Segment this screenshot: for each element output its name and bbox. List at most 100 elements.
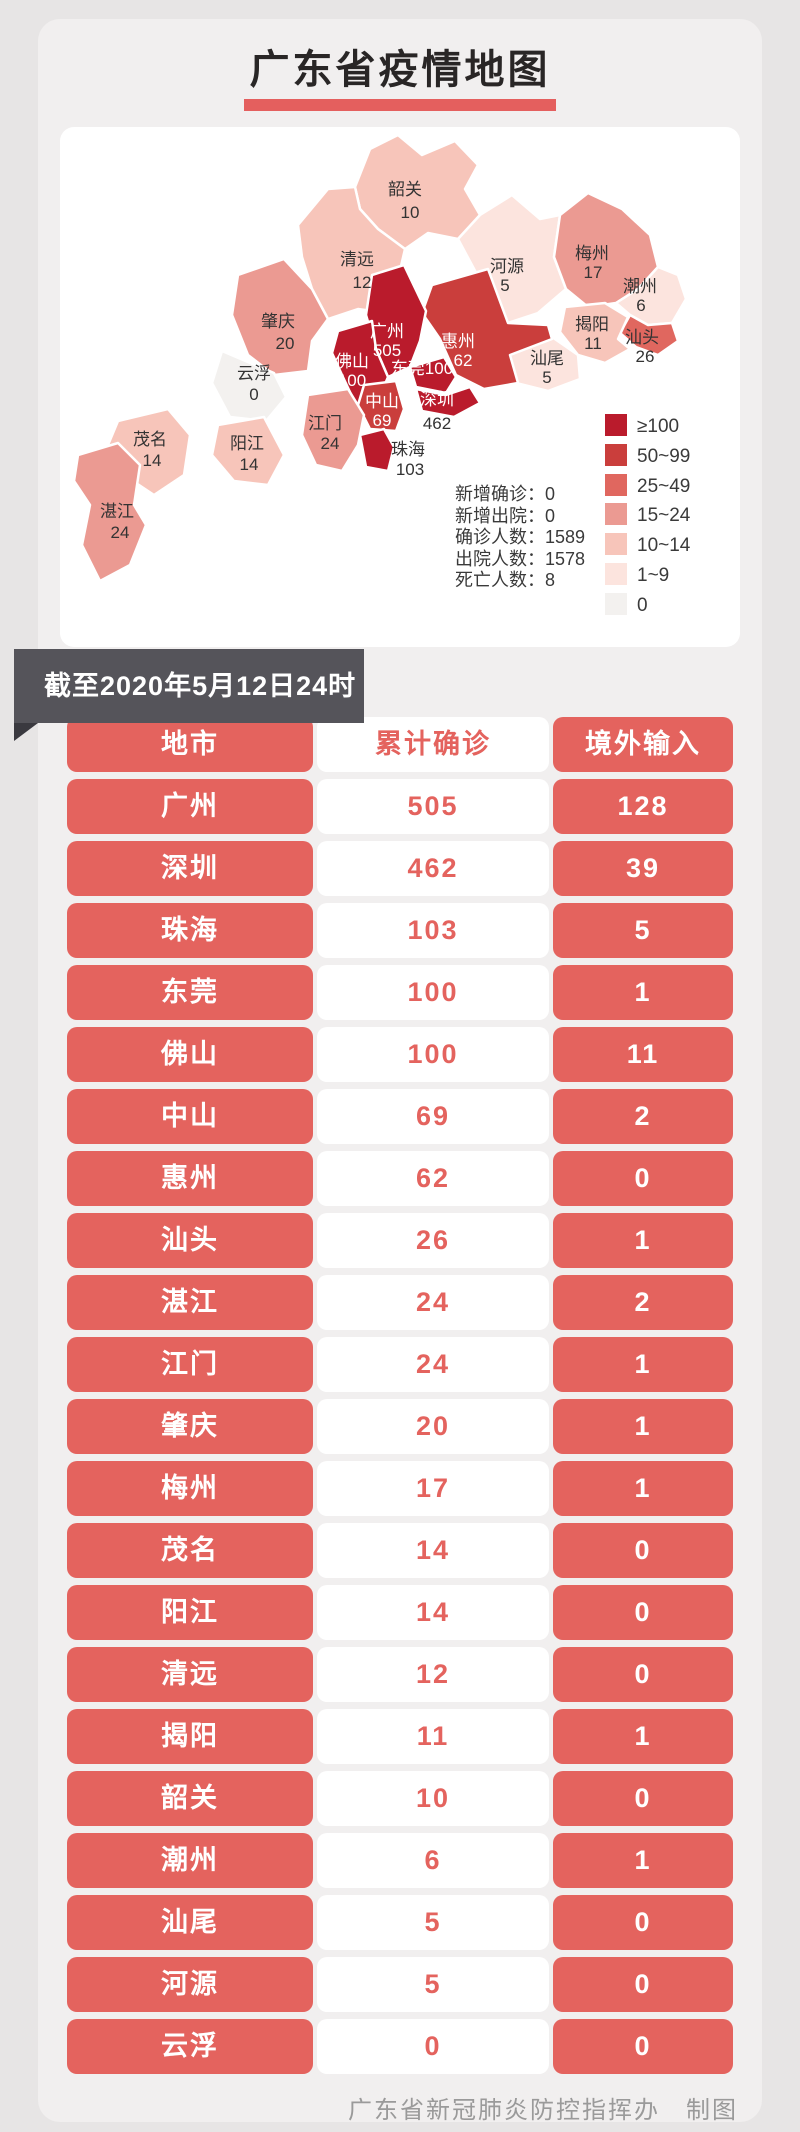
stat-line-0: 新增确诊：0 <box>455 484 555 504</box>
table-cell: 佛山 <box>67 1027 313 1082</box>
legend-label-b15: 15~24 <box>637 505 691 526</box>
table-cell: 100 <box>317 1027 549 1082</box>
table-cell: 11 <box>553 1027 733 1082</box>
table-cell: 广州 <box>67 779 313 834</box>
table-cell: 10 <box>317 1771 549 1826</box>
map-value-zhanjiang: 24 <box>111 523 130 542</box>
map-label-yangjiang: 阳江 <box>230 434 264 453</box>
table-row: 江门 24 1 <box>67 1337 733 1392</box>
table-cell: 1 <box>553 965 733 1020</box>
table-cell: 惠州 <box>67 1151 313 1206</box>
table-row: 汕尾 5 0 <box>67 1895 733 1950</box>
table-cell: 云浮 <box>67 2019 313 2074</box>
table-cell: 中山 <box>67 1089 313 1144</box>
legend-swatch-b25 <box>605 474 627 496</box>
table-cell: 潮州 <box>67 1833 313 1888</box>
table-cell: 14 <box>317 1523 549 1578</box>
map-value-chaozhou: 6 <box>636 296 645 315</box>
table-cell: 0 <box>553 1895 733 1950</box>
table-cell: 5 <box>553 903 733 958</box>
legend-swatch-b15 <box>605 503 627 525</box>
city-table: 地市 累计确诊 境外输入 广州 505 128 深圳 462 39 珠海 103 5 东莞 100 1 佛山 1… <box>67 717 733 2074</box>
table-row: 中山 69 2 <box>67 1089 733 1144</box>
table-cell: 1 <box>553 1833 733 1888</box>
table-row: 广州 505 128 <box>67 779 733 834</box>
map-label-dongguan: 东莞100 <box>391 359 453 378</box>
table-cell: 11 <box>317 1709 549 1764</box>
table-cell: 24 <box>317 1337 549 1392</box>
ribbon-tail <box>14 723 38 741</box>
title-underline-bar <box>244 99 556 111</box>
table-cell: 韶关 <box>67 1771 313 1826</box>
table-cell: 0 <box>317 2019 549 2074</box>
table-row: 阳江 14 0 <box>67 1585 733 1640</box>
table-cell: 26 <box>317 1213 549 1268</box>
stat-line-4: 死亡人数：8 <box>455 570 555 590</box>
map-labels: 韶关10清远12河源5梅州17潮州6汕头26揭阳11汕尾5惠州62广州505东莞… <box>100 180 659 542</box>
table-cell: 505 <box>317 779 549 834</box>
table-row: 汕头 26 1 <box>67 1213 733 1268</box>
map-label-heyuan: 河源 <box>490 257 524 276</box>
table-cell: 阳江 <box>67 1585 313 1640</box>
table-cell: 62 <box>317 1151 549 1206</box>
map-value-guangzhou: 505 <box>373 341 401 360</box>
footer-credit: 广东省新冠肺炎防控指挥办 制图 <box>348 2097 738 2124</box>
map-region-huizhou <box>420 267 554 391</box>
map-label-zhongshan: 中山 <box>365 392 399 411</box>
table-cell: 汕尾 <box>67 1895 313 1950</box>
map-value-zhaoqing: 20 <box>276 334 295 353</box>
page-title: 广东省疫情地图 <box>249 48 551 92</box>
map-region-jiangmen <box>300 387 366 473</box>
map-value-huizhou: 62 <box>454 351 473 370</box>
map-label-jiangmen: 江门 <box>308 414 342 433</box>
table-cell: 0 <box>553 1523 733 1578</box>
map-region-jieyang <box>558 301 632 365</box>
map-legend: ≥100 50~99 25~49 15~24 10~14 1~9 0 <box>605 414 691 616</box>
stat-line-1: 新增出院：0 <box>455 506 555 526</box>
map-regions <box>72 133 688 583</box>
map-value-yunfu: 0 <box>249 385 258 404</box>
map-value-yangjiang: 14 <box>240 455 259 474</box>
map-label-guangzhou: 广州 <box>370 322 404 341</box>
table-cell: 14 <box>317 1585 549 1640</box>
legend-swatch-b100 <box>605 414 627 436</box>
table-cell: 462 <box>317 841 549 896</box>
legend-label-b0: 0 <box>637 595 648 616</box>
table-cell: 128 <box>553 779 733 834</box>
map-value-qingyuan: 12 <box>353 273 372 292</box>
table-row: 惠州 62 0 <box>67 1151 733 1206</box>
map-region-shantou <box>618 313 680 357</box>
map-value-shantou: 26 <box>636 347 655 366</box>
table-cell: 69 <box>317 1089 549 1144</box>
table-header-cell: 累计确诊 <box>317 717 549 772</box>
map-value-jiangmen: 24 <box>321 434 340 453</box>
table-cell: 24 <box>317 1275 549 1330</box>
content-card: 广东省疫情地图 韶关 10 清远 12 河源 5 梅州 17 潮州 6 汕头 26 揭阳 11 汕尾 5 惠州 6… <box>38 19 762 2124</box>
table-cell: 1 <box>553 1709 733 1764</box>
legend-label-b50: 50~99 <box>637 446 690 467</box>
map-label-meizhou: 梅州 <box>575 244 609 263</box>
table-row: 云浮 0 0 <box>67 2019 733 2074</box>
map-label-huizhou: 惠州 <box>441 332 475 351</box>
map-region-dongguan <box>408 355 458 395</box>
table-cell: 6 <box>317 1833 549 1888</box>
table-cell: 1 <box>553 1399 733 1454</box>
map-region-zhaoqing <box>230 257 330 377</box>
table-cell: 河源 <box>67 1957 313 2012</box>
map-label-shaoguan: 韶关 <box>388 180 422 199</box>
map-value-zhuhai: 103 <box>396 460 424 479</box>
map-value-heyuan: 5 <box>500 276 509 295</box>
map-panel: 韶关 10 清远 12 河源 5 梅州 17 潮州 6 汕头 26 揭阳 11 汕尾 5 惠州 62 广州 505 东莞… <box>60 127 740 647</box>
table-cell: 揭阳 <box>67 1709 313 1764</box>
table-row: 潮州 6 1 <box>67 1833 733 1888</box>
map-label-chaozhou: 潮州 <box>623 277 657 296</box>
map-value-zhongshan: 69 <box>373 411 392 430</box>
table-cell: 1 <box>553 1461 733 1516</box>
table-row: 肇庆 20 1 <box>67 1399 733 1454</box>
table-cell: 5 <box>317 1895 549 1950</box>
map-value-meizhou: 17 <box>584 263 603 282</box>
map-label-maoming: 茂名 <box>133 430 167 449</box>
map-label-shenzhen: 深圳 <box>420 390 454 409</box>
map-label-zhanjiang: 湛江 <box>100 502 134 521</box>
